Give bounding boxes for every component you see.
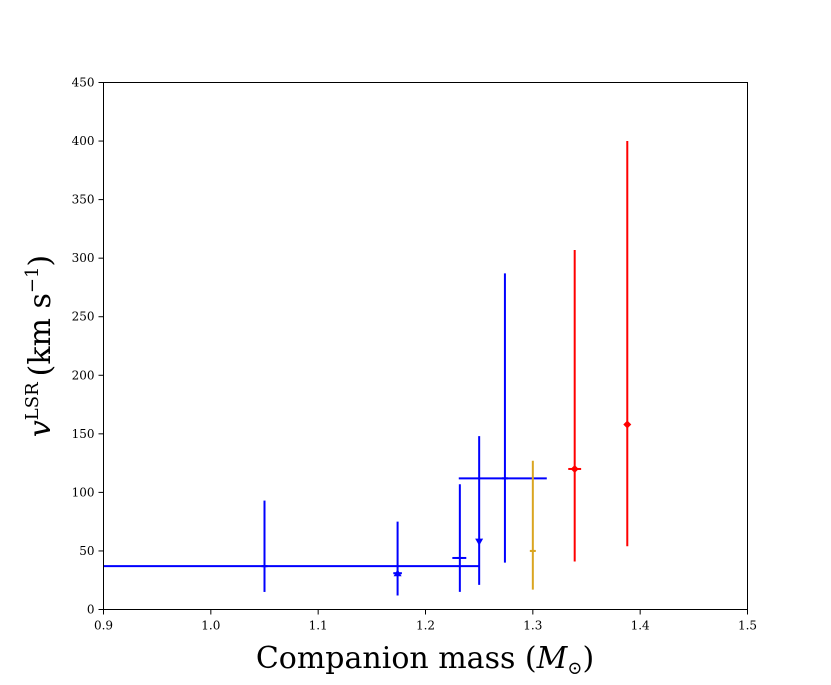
y-tick-label: 100 [72,485,95,499]
x-tick-label: 1.0 [201,619,220,633]
x-tick-label: 1.3 [523,619,542,633]
x-axis-title-text: Companion mass [256,641,516,676]
y-axis-title-unit: (km s [23,293,58,376]
x-axis-title: Companion mass (M⊙) [256,641,594,679]
y-tick-label: 250 [72,310,95,324]
x-tick-label: 1.1 [309,619,328,633]
marker-diamond [623,420,632,429]
data-point-1 [393,521,402,596]
data-point-3 [103,436,481,585]
marker-triangle-down [475,538,484,546]
y-axis-title-close: ) [23,255,58,267]
plot-frame [103,82,748,610]
data-layer [103,141,632,596]
y-tick-label: 450 [72,76,95,90]
data-point-2 [452,484,467,592]
data-point-0 [261,500,268,592]
data-point-7 [568,249,582,562]
data-point-4 [475,538,484,546]
y-tick-label: 300 [72,251,95,265]
x-tick-label: 1.5 [738,619,757,633]
y-tick-label: 350 [72,193,95,207]
marker-diamond [570,464,579,473]
y-tick-label: 0 [87,603,95,617]
y-axis-title-sup: LSR [22,382,43,420]
y-tick-label: 400 [72,134,95,148]
y-tick-label: 50 [79,544,94,558]
y-axis-title-unit-sup: −1 [22,267,43,294]
x-axis-title-symbol: M [536,641,569,676]
x-axis-title-subscript: ⊙ [567,658,582,679]
y-tick-label: 150 [72,427,95,441]
x-axis-title-paren-open: ( [525,641,537,676]
x-axis-title-paren-close: ) [582,641,594,676]
data-point-6 [529,460,536,590]
x-tick-label: 1.2 [416,619,435,633]
ticks-layer: 0.9 1.0 1.1 1.2 1.3 1.4 1.5 0 50 100 150 200 250 300 3… [72,76,757,633]
y-axis-title-var: v [23,420,58,437]
marker-triangle-up [393,569,402,577]
x-tick-label: 1.4 [631,619,650,633]
x-tick-label: 0.9 [94,619,113,633]
y-axis-title: vLSR (km s−1) [22,255,58,437]
y-tick-label: 200 [72,368,95,382]
data-point-8 [623,141,632,547]
